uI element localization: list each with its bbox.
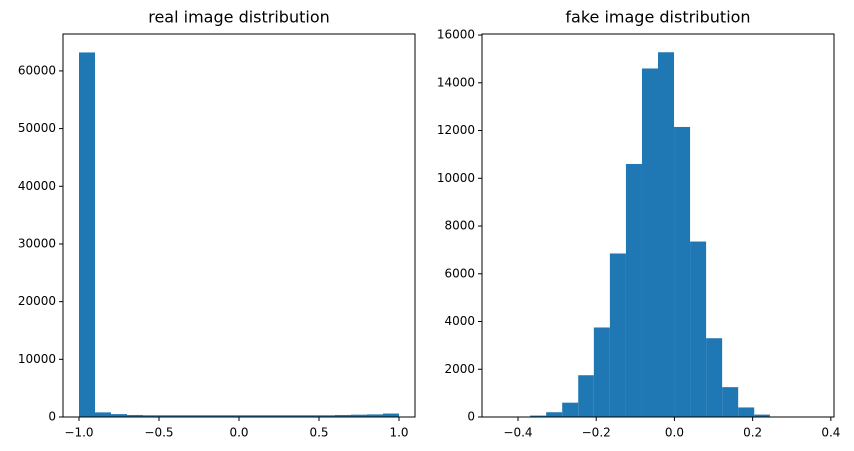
histogram-bar [111,414,127,417]
y-tick-label: 0 [48,410,56,424]
x-tick-label: 0.4 [821,426,840,440]
x-tick-label: −0.4 [503,426,532,440]
histogram-bar [207,415,223,417]
x-tick-label: −0.2 [582,426,611,440]
x-tick-label: 0.0 [229,426,248,440]
y-tick-label: 0 [467,410,475,424]
y-tick-label: 10000 [437,171,475,185]
histogram-bar [351,414,367,417]
histogram-bar [95,412,111,417]
histogram-bar [143,415,159,417]
histogram-bar [738,407,755,417]
histogram-bar [562,402,579,417]
histogram-bar [79,52,95,418]
x-tick-label: 0.2 [743,426,762,440]
histogram-bar [127,414,143,417]
histogram-bar [754,414,770,417]
histogram-bar [722,387,739,417]
x-tick-label: 0.0 [665,426,684,440]
histogram-bar [271,415,287,417]
histogram-bar [674,126,691,417]
y-tick-label: 8000 [444,219,475,233]
histogram-bar [287,415,303,417]
histogram-bar [335,414,351,417]
histogram-bar [239,415,255,417]
y-tick-label: 60000 [18,63,56,77]
axes-frame [62,33,416,418]
y-tick-label: 16000 [437,28,475,42]
y-tick-label: 10000 [18,352,56,366]
histogram-bar [578,375,594,417]
histogram-bar [625,163,642,417]
histogram-bar [319,415,335,417]
histogram-bar [546,412,563,417]
y-tick-label: 20000 [18,294,56,308]
x-tick-label: 0.5 [309,426,328,440]
histogram-bar [706,338,723,417]
histogram-bar [159,415,175,417]
x-tick-label: 1.0 [389,426,408,440]
histogram-bar [593,327,610,417]
histogram-bar [303,415,319,417]
y-tick-label: 12000 [437,123,475,137]
y-tick-label: 50000 [18,121,56,135]
histogram-bar [530,415,547,417]
y-tick-label: 4000 [444,314,475,328]
y-tick-label: 30000 [18,236,56,250]
histogram-bar [690,241,707,417]
x-tick-label: −1.0 [64,426,93,440]
chart-title: real image distribution [148,8,330,27]
histogram-bar [641,68,658,418]
x-tick-label: −0.5 [144,426,173,440]
histogram-bar [383,413,399,417]
axes-frame [481,33,835,418]
histogram-bar [609,253,626,417]
histogram-bar [191,415,207,417]
y-tick-label: 40000 [18,179,56,193]
histogram-bar [255,415,271,417]
histogram-bar [367,414,383,417]
y-tick-label: 2000 [444,362,475,376]
histogram-bar [658,52,675,417]
y-tick-label: 6000 [444,266,475,280]
y-tick-label: 14000 [437,75,475,89]
chart-title: fake image distribution [565,8,750,27]
histogram-bar [223,415,239,417]
histogram-bar [175,415,191,417]
